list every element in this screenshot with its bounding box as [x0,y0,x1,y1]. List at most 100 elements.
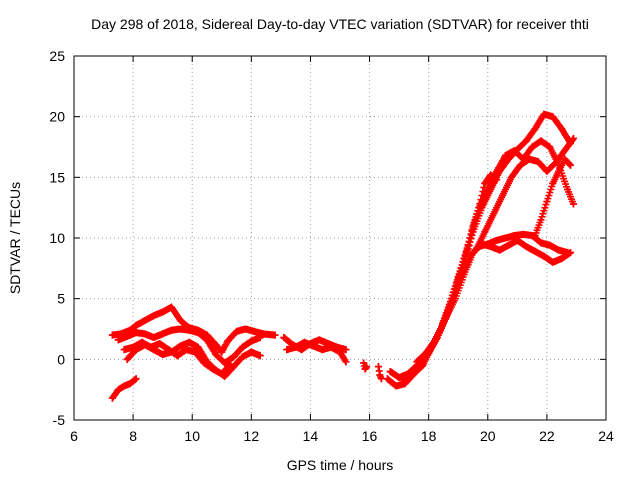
data-point [159,330,167,338]
data-point [531,125,539,133]
data-point [549,113,557,121]
y-tick-label: 20 [49,109,65,125]
data-point [159,350,167,358]
data-point [504,155,512,163]
data-point [546,241,554,249]
data-point [569,200,577,208]
data-point [374,363,382,371]
data-point [493,236,501,244]
x-tick-label: 22 [539,428,555,444]
data-point [224,337,232,345]
series-arc15 [472,135,577,254]
data-point [487,185,495,193]
data-point [537,137,545,145]
data-point [241,325,249,333]
data-point [531,232,539,240]
data-point [233,327,241,335]
data-point [283,346,291,354]
data-point [342,358,350,366]
series-arc16 [531,155,575,240]
data-point [168,303,176,311]
data-point [537,216,545,224]
data-point [490,210,498,218]
data-point [531,247,539,255]
data-point [504,241,512,249]
data-point [336,348,344,356]
data-point [318,346,326,354]
data-point [363,363,371,371]
data-point [519,230,527,238]
series-arc14 [425,110,575,357]
data-point [540,110,548,118]
x-tick-label: 14 [303,428,319,444]
y-tick-label: 10 [49,230,65,246]
data-point [256,333,264,341]
data-point [159,308,167,316]
data-point [469,228,477,236]
data-point [481,228,489,236]
data-point [561,155,569,163]
data-point [502,234,510,242]
data-point [481,179,489,187]
data-point [212,341,220,349]
data-point [147,343,155,351]
data-point [256,352,264,360]
data-point [182,346,190,354]
y-tick-label: 15 [49,169,65,185]
data-point [327,343,335,351]
data-point [549,179,557,187]
data-point [150,312,158,320]
data-point [292,343,300,351]
data-point [247,337,255,345]
data-point [549,258,557,266]
data-point [238,353,246,361]
data-point [212,350,220,358]
data-point [558,255,566,263]
data-point [271,331,279,339]
data-point [165,346,173,354]
data-point [564,185,572,193]
data-point [522,137,530,145]
data-point [442,313,450,321]
data-point [218,348,226,356]
y-axis-label: SDTVAR / TECUs [7,182,23,294]
data-point [567,249,575,257]
series-arc2 [108,303,279,356]
data-point [176,325,184,333]
data-point [114,386,122,394]
data-point [395,374,403,382]
y-tick-label: 25 [49,48,65,64]
x-tick-label: 12 [244,428,260,444]
data-point [537,239,545,247]
data-point [176,317,184,325]
data-point [123,355,131,363]
data-point [513,236,521,244]
chart-title: Day 298 of 2018, Sidereal Day-to-day VTE… [91,16,589,32]
data-point [567,161,575,169]
data-point [120,346,128,354]
series-arc5 [120,338,235,378]
series-arc3 [114,325,264,367]
data-point [434,333,442,341]
data-point [108,331,116,339]
data-point [383,375,391,383]
y-tick-label: 0 [57,351,65,367]
data-point [185,326,193,334]
series-arc9 [374,363,385,383]
data-point [543,167,551,175]
y-tick-label: -5 [53,412,66,428]
data-point [123,332,131,340]
data-point [176,342,184,350]
data-point [451,289,459,297]
data-point [185,338,193,346]
series-arc8 [360,359,371,373]
data-point [376,371,384,379]
x-axis-ticks: 6 8 10 12 14 16 18 20 22 24 [70,56,614,444]
data-point [516,161,524,169]
data-point [496,246,504,254]
data-point [377,375,385,383]
data-point [413,358,421,366]
data-point [558,125,566,133]
data-point [141,317,149,325]
data-point [546,143,554,151]
